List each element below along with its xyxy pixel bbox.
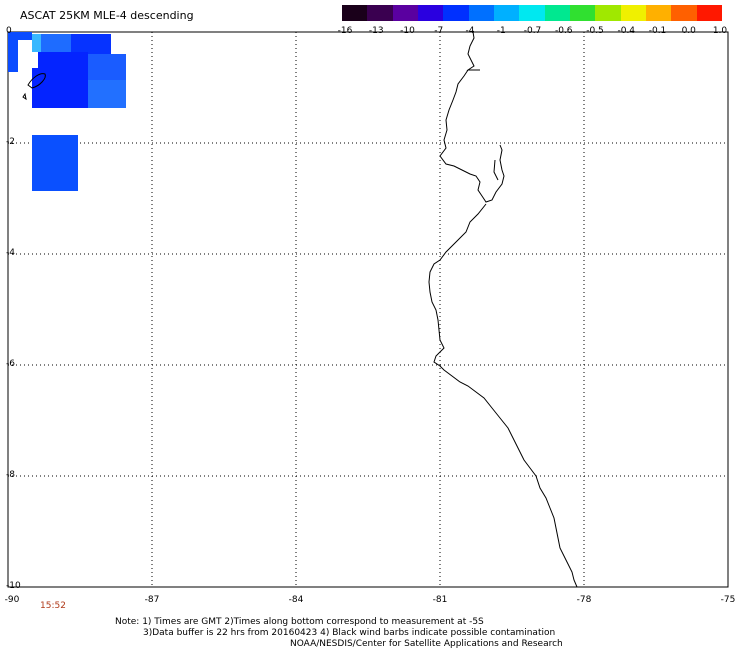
colorbar-segment <box>645 5 672 21</box>
colorbar-label: -16 <box>337 26 353 36</box>
colorbar-segment <box>544 5 570 21</box>
colorbar-label: -0.7 <box>523 26 542 36</box>
colorbar-label: 1.0 <box>712 26 728 36</box>
colorbar-label: -0.4 <box>617 26 636 36</box>
data-cell <box>71 34 111 54</box>
colorbar-segment <box>392 5 418 21</box>
note-line-2: 3)Data buffer is 22 hrs from 20160423 4)… <box>143 628 556 638</box>
colorbar <box>342 5 722 21</box>
x-tick-label: -81 <box>432 595 448 605</box>
colorbar-segment <box>493 5 520 21</box>
y-tick-label: -6 <box>6 359 15 369</box>
colorbar-segment <box>342 5 368 21</box>
data-cell <box>60 90 72 108</box>
x-tick-label: -87 <box>144 595 160 605</box>
note-line-1: Note: 1) Times are GMT 2)Times along bot… <box>115 617 484 627</box>
colorbar-label: -13 <box>368 26 384 36</box>
colorbar-label: -0.5 <box>586 26 604 36</box>
colorbar-label: -0.6 <box>554 26 573 36</box>
x-tick-label: -84 <box>288 595 304 605</box>
colorbar-label: -4 <box>465 26 475 36</box>
x-tick-label: -90 <box>4 595 20 605</box>
colorbar-label: 0.0 <box>681 26 696 36</box>
y-tick-label: -4 <box>6 248 15 258</box>
data-cell <box>88 80 126 108</box>
colorbar-label: -10 <box>400 26 415 36</box>
colorbar-segment <box>671 5 697 21</box>
data-cell <box>41 34 71 56</box>
island-outline <box>22 92 27 101</box>
colorbar-segment <box>569 5 596 21</box>
colorbar-segment <box>468 5 494 21</box>
note-line-3: NOAA/NESDIS/Center for Satellite Applica… <box>290 639 563 649</box>
islands <box>22 73 46 101</box>
colorbar-label: -0.1 <box>648 26 667 36</box>
time-label: 15:52 <box>40 601 66 611</box>
data-cell <box>8 32 18 72</box>
data-cell <box>32 34 41 52</box>
map-title: ASCAT 25KM MLE-4 descending <box>20 9 194 22</box>
x-tick-label: -75 <box>720 595 736 605</box>
colorbar-segment <box>443 5 469 21</box>
data-cells <box>8 32 126 191</box>
coastline <box>428 31 578 588</box>
y-tick-label: -8 <box>6 470 15 480</box>
x-tick-label: -78 <box>576 595 592 605</box>
colorbar-segment <box>595 5 621 21</box>
data-cell <box>18 32 32 40</box>
colorbar-label: -7 <box>434 26 444 36</box>
y-tick-label: -2 <box>6 137 15 147</box>
data-cell <box>88 54 126 80</box>
colorbar-segment <box>519 5 545 21</box>
colorbar-segment <box>696 5 722 21</box>
y-tick-label: -10 <box>6 581 21 591</box>
colorbar-label: -1 <box>496 26 506 36</box>
plot-frame <box>7 31 729 588</box>
colorbar-segment <box>620 5 646 21</box>
colorbar-segment <box>367 5 393 21</box>
y-tick-label: 0 <box>6 26 12 36</box>
data-cell <box>32 68 48 108</box>
island-outline <box>27 73 46 89</box>
graticule <box>8 32 728 587</box>
data-cell <box>32 135 78 191</box>
colorbar-segment <box>417 5 444 21</box>
